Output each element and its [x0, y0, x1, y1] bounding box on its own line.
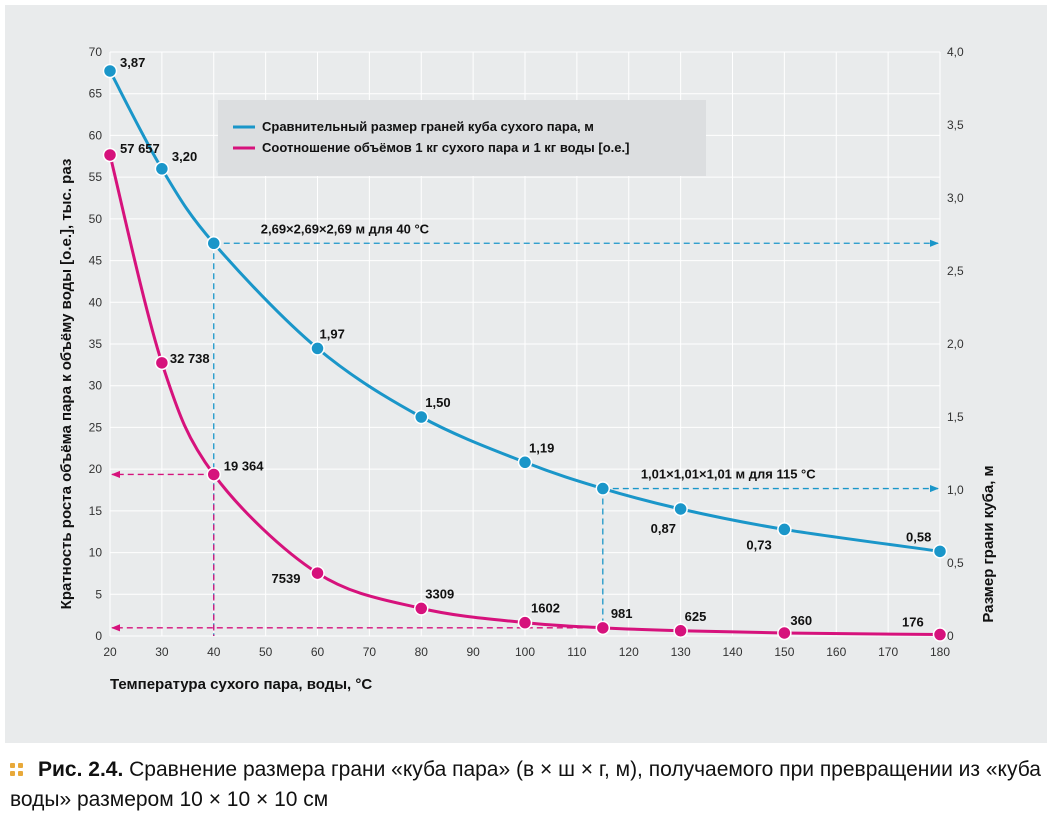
point-volume-ratio — [154, 355, 170, 371]
annotation-115: 1,01×1,01×1,01 м для 115 °C — [641, 467, 816, 482]
data-label-cube-size: 0,58 — [906, 529, 931, 544]
data-label-volume-ratio: 3309 — [425, 586, 454, 601]
data-label-volume-ratio: 1602 — [531, 601, 560, 616]
x-tick-label: 100 — [515, 645, 535, 659]
point-volume-ratio — [932, 627, 948, 642]
point-volume-ratio — [517, 615, 533, 630]
x-tick-label: 110 — [567, 645, 586, 659]
x-tick-label: 150 — [774, 645, 794, 659]
series-line-volume-ratio — [108, 154, 941, 637]
point-cube-size — [310, 341, 325, 356]
y-left-tick-label: 65 — [89, 87, 103, 101]
data-label-volume-ratio: 360 — [790, 613, 812, 628]
x-tick-label: 180 — [930, 645, 950, 659]
x-tick-label: 60 — [311, 645, 325, 659]
y-left-tick-label: 50 — [89, 212, 103, 226]
caption-bullet-icon — [10, 763, 28, 777]
point-volume-ratio — [414, 601, 429, 616]
data-label-cube-size: 3,87 — [120, 55, 145, 70]
legend-label-cube-size: Сравнительный размер граней куба сухого … — [262, 119, 594, 134]
data-label-cube-size: 0,73 — [746, 537, 771, 552]
point-cube-size — [673, 501, 688, 517]
y-left-tick-label: 25 — [89, 420, 103, 434]
legend-label-volume-ratio: Соотношение объёмов 1 кг сухого пара и 1… — [262, 140, 629, 155]
data-label-volume-ratio: 32 738 — [170, 351, 210, 366]
y-right-tick-label: 2,0 — [947, 337, 964, 351]
x-tick-label: 140 — [722, 645, 742, 659]
point-volume-ratio — [310, 565, 325, 581]
y-right-tick-label: 4,0 — [947, 45, 964, 59]
y-left-tick-label: 30 — [89, 379, 103, 393]
point-cube-size — [154, 161, 170, 177]
y-left-tick-label: 55 — [89, 170, 103, 184]
y-left-tick-label: 10 — [89, 546, 103, 560]
point-volume-ratio — [777, 625, 792, 641]
point-volume-ratio — [673, 623, 688, 639]
point-cube-size — [595, 481, 611, 496]
y-left-tick-label: 5 — [95, 587, 102, 601]
data-label-volume-ratio: 625 — [685, 609, 707, 624]
x-tick-label: 20 — [103, 645, 117, 659]
data-label-volume-ratio: 57 657 — [120, 141, 160, 156]
y-right-tick-label: 1,5 — [947, 410, 964, 424]
y-left-tick-label: 40 — [89, 295, 103, 309]
x-tick-label: 70 — [363, 645, 377, 659]
chart: 20 30 40 50 60 70 80 90 100 110 120 130 140 150 160 170… — [58, 45, 997, 693]
y-left-tick-label: 0 — [95, 629, 102, 643]
caption-text: Сравнение размера грани «куба пара» (в ×… — [10, 758, 1041, 811]
data-label-cube-size: 1,19 — [529, 440, 554, 455]
x-tick-label: 90 — [466, 645, 480, 659]
point-cube-size — [414, 409, 429, 425]
y-left-tick-label: 60 — [89, 128, 103, 142]
figure-number: Рис. 2.4. — [38, 758, 124, 781]
data-label-volume-ratio: 19 364 — [224, 458, 265, 473]
y-right-axis-label: Размер грани куба, м — [980, 465, 997, 622]
point-volume-ratio — [102, 147, 118, 163]
y-right-tick-label: 1,0 — [947, 483, 964, 497]
y-right-tick-label: 3,5 — [947, 118, 964, 132]
data-label-cube-size: 0,87 — [651, 521, 676, 536]
x-tick-label: 160 — [826, 645, 846, 659]
x-tick-label: 30 — [155, 645, 169, 659]
x-tick-label: 80 — [415, 645, 429, 659]
data-label-cube-size: 1,97 — [320, 326, 345, 341]
y-left-tick-label: 20 — [89, 462, 103, 476]
point-cube-size — [777, 522, 792, 537]
point-cube-size — [102, 63, 118, 79]
point-cube-size — [932, 544, 948, 559]
figure-caption: Рис. 2.4. Сравнение размера грани «куба … — [10, 755, 1050, 815]
y-left-tick-label: 70 — [89, 45, 103, 59]
data-label-volume-ratio: 981 — [611, 606, 633, 621]
y-right-tick-label: 2,5 — [947, 264, 964, 278]
x-axis-label: Температура сухого пара, воды, °C — [110, 676, 372, 693]
x-tick-label: 130 — [671, 645, 691, 659]
y-left-axis-label: Кратность роста объёма пара к объёму вод… — [58, 159, 75, 610]
annotation-40: 2,69×2,69×2,69 м для 40 °C — [261, 221, 430, 236]
y-left-tick-label: 35 — [89, 337, 103, 351]
x-tick-label: 120 — [619, 645, 639, 659]
data-label-cube-size: 3,20 — [172, 149, 197, 164]
x-tick-label: 50 — [259, 645, 273, 659]
x-tick-label: 170 — [878, 645, 898, 659]
y-right-tick-label: 3,0 — [947, 191, 964, 205]
point-cube-size — [206, 236, 221, 251]
point-volume-ratio — [595, 620, 611, 636]
y-left-tick-label: 15 — [89, 504, 103, 518]
legend-box — [218, 100, 706, 176]
y-left-tick-label: 45 — [89, 254, 103, 268]
point-volume-ratio — [206, 467, 221, 482]
x-tick-label: 40 — [207, 645, 221, 659]
y-right-tick-label: 0 — [947, 629, 954, 643]
y-right-tick-label: 0,5 — [947, 556, 964, 570]
series-line-cube-size — [108, 70, 941, 553]
data-label-volume-ratio: 7539 — [272, 571, 301, 586]
point-cube-size — [517, 455, 533, 470]
data-label-volume-ratio: 176 — [902, 615, 924, 630]
data-label-cube-size: 1,50 — [425, 395, 450, 410]
